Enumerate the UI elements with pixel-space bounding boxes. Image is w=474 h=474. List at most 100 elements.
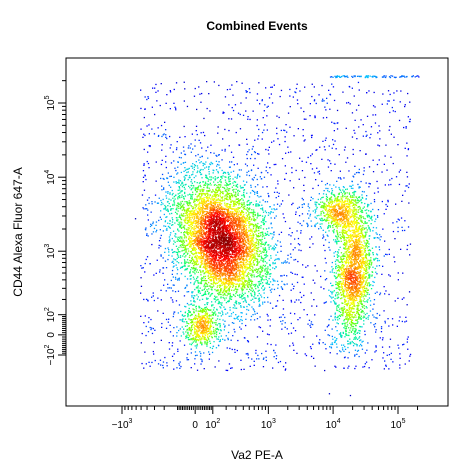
event-point [267,162,269,164]
event-point [183,215,185,217]
event-point [226,287,228,289]
event-point [185,237,187,239]
event-point [283,261,285,263]
event-point [184,192,186,195]
event-point [190,219,192,221]
event-point [192,232,195,235]
event-point [219,193,221,195]
event-point [247,276,249,278]
event-point [202,279,204,282]
event-point [216,218,218,220]
event-point [187,252,189,254]
event-point [212,199,214,201]
event-point [212,177,214,179]
event-point [247,309,250,311]
event-point [242,287,244,289]
event-point [217,201,219,204]
event-point [215,274,217,276]
event-point [184,222,187,224]
event-point [248,281,250,283]
event-point [259,305,261,307]
event-point [229,218,231,220]
event-point [205,213,207,216]
event-point [242,220,244,222]
event-point [191,235,193,237]
event-point [255,268,257,270]
event-point [234,200,236,202]
event-point [257,295,259,297]
event-point [185,261,188,263]
event-point [287,254,289,256]
event-point [191,195,193,197]
event-point [212,212,214,214]
event-point [193,185,195,187]
event-point [231,227,233,229]
event-point [192,291,194,293]
event-point [244,205,246,207]
event-point [257,243,259,245]
event-point [220,293,222,296]
event-point [189,246,191,248]
event-point [188,232,190,234]
event-point [243,275,245,277]
event-point [212,224,214,227]
event-point [206,283,208,286]
event-point [177,198,179,200]
event-point [248,244,250,246]
event-point [202,205,204,208]
event-point [212,255,215,257]
event-point [210,263,212,265]
event-point [189,202,191,204]
event-point [205,175,208,177]
event-point [226,286,228,288]
event-point [227,230,229,232]
event-point [267,283,269,285]
event-point [243,282,245,284]
event-point [221,249,223,252]
event-point [167,192,169,194]
event-point [171,224,173,226]
event-point [249,257,252,259]
event-point [273,249,275,251]
event-point [246,288,248,290]
event-point [230,260,233,262]
event-point [266,283,268,285]
event-point [207,255,209,257]
event-point [242,250,244,252]
event-point [226,231,228,233]
event-point [209,194,211,196]
event-point [237,223,239,225]
event-point [193,200,195,203]
event-point [262,199,264,201]
event-point [195,227,197,230]
event-point [250,294,253,296]
event-point [183,241,185,244]
event-point [171,249,173,251]
event-point [266,313,268,316]
event-point [242,206,244,209]
event-point [226,273,228,275]
event-point [189,217,191,219]
event-point [195,216,198,219]
event-point [244,266,246,268]
event-point [225,234,228,236]
event-point [269,265,271,267]
event-point [207,249,209,252]
event-point [172,251,174,254]
event-point [189,221,192,223]
event-point [212,246,214,248]
event-point [229,245,231,247]
event-point [229,273,231,275]
event-point [276,208,278,210]
event-point [247,286,249,288]
event-point [199,197,201,199]
event-point [218,268,220,270]
event-point [246,174,248,176]
event-point [200,244,202,246]
event-point [196,231,199,233]
event-point [248,234,251,236]
event-point [209,279,211,281]
event-point [222,255,224,258]
event-point [211,254,213,256]
event-point [227,217,229,219]
